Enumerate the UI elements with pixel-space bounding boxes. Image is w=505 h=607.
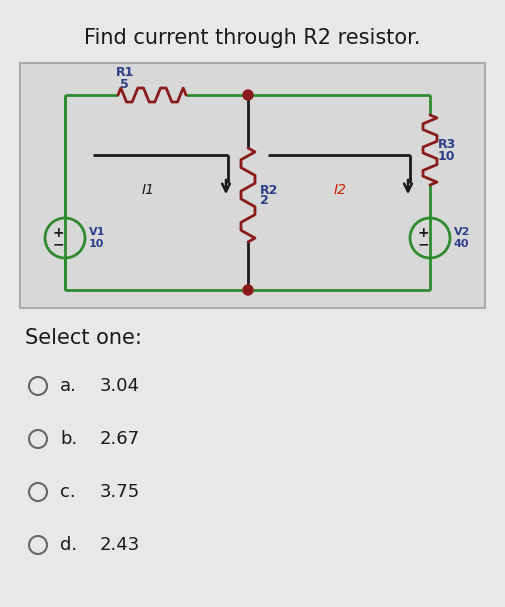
Text: c.: c. [60, 483, 76, 501]
Text: Select one:: Select one: [25, 328, 142, 348]
Text: I2: I2 [333, 183, 346, 197]
Text: 3.75: 3.75 [100, 483, 140, 501]
FancyBboxPatch shape [20, 63, 485, 308]
Circle shape [243, 90, 253, 100]
Text: Find current through R2 resistor.: Find current through R2 resistor. [84, 28, 420, 48]
Text: 2.43: 2.43 [100, 536, 140, 554]
Circle shape [243, 285, 253, 295]
Text: R3: R3 [438, 138, 456, 152]
Text: R2: R2 [260, 183, 278, 197]
Text: a.: a. [60, 377, 77, 395]
Text: 2.67: 2.67 [100, 430, 140, 448]
Text: 10: 10 [438, 149, 456, 163]
Text: b.: b. [60, 430, 77, 448]
Text: 2: 2 [260, 194, 269, 208]
Text: 3.04: 3.04 [100, 377, 140, 395]
Text: I1: I1 [141, 183, 155, 197]
Text: 40: 40 [454, 239, 470, 249]
Text: d.: d. [60, 536, 77, 554]
Text: +: + [52, 226, 64, 240]
Text: −: − [417, 237, 429, 251]
Text: R1: R1 [116, 67, 134, 80]
Text: −: − [52, 237, 64, 251]
Text: +: + [417, 226, 429, 240]
Text: 10: 10 [89, 239, 105, 249]
Text: 5: 5 [120, 78, 129, 90]
Text: V2: V2 [454, 227, 470, 237]
Text: V1: V1 [89, 227, 106, 237]
